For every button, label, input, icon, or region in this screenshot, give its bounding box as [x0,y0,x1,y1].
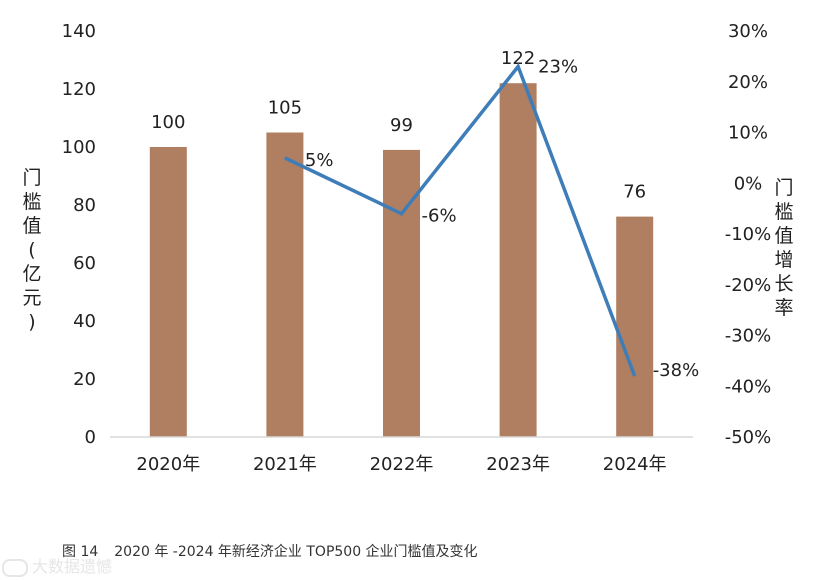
bar-2021年 [266,132,304,437]
left-tick-label: 0 [85,427,96,448]
growth-line [284,63,637,377]
right-tick-label: -10% [725,224,772,245]
line-value-label: 5% [305,150,334,171]
category-label: 2020年 [136,454,200,475]
bar-2022年 [383,149,420,437]
category-label: 2024年 [603,454,667,475]
bar-value-label: 76 [623,182,646,203]
right-tick-label: 0% [734,173,763,194]
line-value-label: -38% [653,360,700,381]
category-label: 2021年 [253,454,317,475]
watermark-text: 大数据遗憾 [32,557,113,576]
watermark: 大数据遗憾 [2,553,112,577]
left-tick-label: 100 [62,137,96,158]
category-label: 2022年 [370,454,434,475]
right-tick-label: 30% [728,21,768,42]
left-tick-label: 60 [73,253,96,274]
left-tick-label: 40 [73,311,96,332]
watermark-logo-icon [2,558,28,577]
line-value-label: -6% [422,206,457,227]
left-axis-title: 门槛值(亿元) [22,167,42,333]
category-label: 2023年 [486,454,550,475]
bar-value-label: 100 [151,112,185,133]
caption-text: 2020 年 -2024 年新经济企业 TOP500 企业门槛值及变化 [114,544,478,560]
chart-canvas: 0 20 40 60 80 100 120 140 -50% -40% -30% -20% -10% 0%… [62,21,772,475]
bar-value-label: 122 [501,48,535,69]
left-tick-label: 80 [73,195,96,216]
right-tick-label: -20% [725,275,772,296]
right-tick-label: -40% [725,376,772,397]
bar-2023年 [499,83,537,437]
bar-value-label: 99 [390,115,413,136]
line-value-label: 23% [538,57,578,78]
caption-number: 图 14 [62,544,99,560]
left-tick-label: 20 [73,369,96,390]
bar-value-label: 105 [268,98,302,119]
bar-2024年 [616,216,654,437]
right-tick-label: -30% [725,326,772,347]
bar-2020年 [149,147,187,437]
right-tick-label: 10% [728,123,768,144]
right-tick-label: -50% [725,427,772,448]
right-tick-label: 20% [728,72,768,93]
figure-caption: 图 14 2020 年 -2024 年新经济企业 TOP500 企业门槛值及变化 [62,541,478,561]
right-axis-title: 门槛值增长率 [774,177,794,319]
left-tick-label: 140 [62,21,96,42]
left-tick-label: 120 [62,79,96,100]
